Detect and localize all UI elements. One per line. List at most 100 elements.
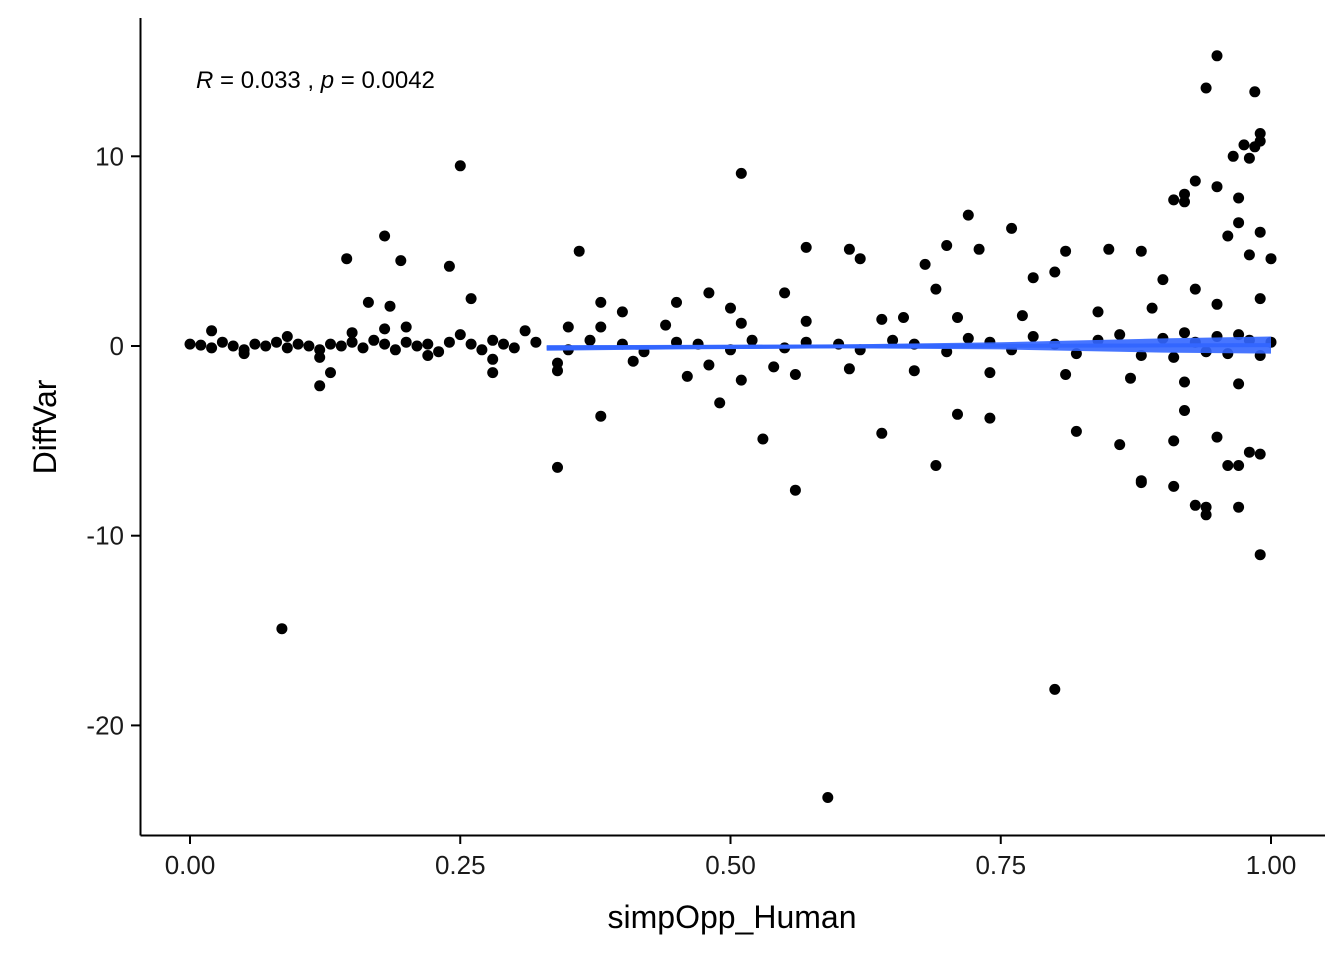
data-point: [1070, 425, 1082, 437]
data-point: [1179, 376, 1190, 388]
data-point: [1179, 327, 1190, 339]
data-point: [789, 369, 801, 380]
data-point: [476, 344, 488, 356]
data-point: [962, 209, 974, 221]
data-point: [1135, 350, 1147, 361]
data-point: [1254, 448, 1266, 460]
data-point: [1254, 135, 1266, 147]
data-point: [616, 306, 628, 318]
data-point: [1027, 272, 1039, 284]
data-point: [746, 334, 758, 346]
y-tick-label: -20: [86, 710, 124, 740]
data-point: [952, 312, 963, 323]
correlation-annotation: R = 0.033 , p = 0.0042: [196, 67, 435, 94]
data-point: [876, 427, 888, 439]
data-point: [768, 361, 780, 373]
data-point: [379, 338, 391, 350]
data-point: [1265, 253, 1277, 265]
y-axis-ticks: -20 -10 0 10: [86, 141, 140, 740]
data-point: [822, 792, 834, 803]
data-point: [681, 370, 693, 382]
data-point: [379, 323, 391, 335]
data-point: [1157, 274, 1169, 286]
data-point: [584, 334, 596, 346]
data-point: [1233, 378, 1245, 390]
data-point: [1049, 683, 1061, 695]
data-point: [660, 319, 672, 331]
regression-line: [546, 343, 1272, 350]
data-point: [1049, 266, 1061, 278]
x-tick-label: 0.25: [435, 850, 486, 880]
data-point: [703, 287, 715, 299]
data-point: [1233, 217, 1245, 229]
data-point: [465, 338, 477, 350]
data-point: [1222, 230, 1234, 242]
data-point: [1146, 302, 1158, 314]
data-point: [898, 312, 909, 323]
data-point: [422, 350, 434, 361]
data-point: [362, 296, 374, 308]
data-point: [341, 253, 353, 265]
data-point: [962, 332, 974, 344]
data-point: [735, 374, 747, 386]
data-point: [487, 353, 499, 365]
data-point: [1125, 372, 1136, 384]
data-point: [714, 397, 726, 409]
data-point: [1016, 310, 1028, 322]
data-point: [1211, 298, 1223, 310]
r-value: = 0.033 ,: [220, 67, 314, 94]
data-point: [952, 408, 963, 420]
data-point: [843, 363, 855, 375]
data-point: [779, 287, 791, 299]
data-point: [1238, 139, 1250, 151]
data-point: [854, 253, 866, 265]
data-point: [184, 338, 196, 350]
x-tick-label: 0.75: [975, 850, 1026, 880]
data-point: [735, 167, 747, 179]
data-point: [941, 240, 953, 251]
data-point: [1006, 222, 1018, 234]
data-point: [271, 336, 282, 348]
data-point: [443, 260, 455, 272]
data-point: [325, 367, 336, 379]
data-point: [789, 484, 801, 496]
data-point: [454, 160, 466, 172]
p-value: = 0.0042: [341, 67, 435, 94]
data-point: [1027, 331, 1039, 342]
data-point: [1135, 245, 1147, 257]
data-point: [389, 344, 401, 356]
data-point: [1060, 369, 1072, 380]
data-point: [422, 338, 434, 350]
data-point: [1243, 152, 1255, 164]
data-point: [1233, 501, 1245, 513]
data-point: [562, 321, 574, 333]
x-axis-ticks: 0.00 0.25 0.50 0.75 1.00: [165, 835, 1296, 880]
data-point: [260, 340, 272, 352]
data-point: [281, 342, 293, 354]
data-point: [1060, 245, 1072, 257]
data-point: [433, 346, 445, 358]
data-point: [919, 258, 931, 270]
data-point: [238, 348, 250, 360]
data-point: [357, 342, 369, 354]
data-point: [384, 300, 396, 312]
data-point: [314, 351, 326, 363]
r-symbol: R: [196, 67, 213, 94]
data-point: [1179, 188, 1190, 200]
data-point: [1200, 509, 1212, 521]
data-point: [443, 336, 455, 348]
data-point: [1233, 460, 1245, 471]
data-point: [276, 623, 288, 635]
data-point: [1233, 192, 1245, 204]
data-point: [552, 365, 563, 377]
data-point: [552, 461, 563, 473]
data-point: [1211, 431, 1223, 443]
data-point: [206, 342, 218, 354]
data-point: [368, 334, 380, 346]
data-point: [1092, 306, 1104, 318]
data-point: [400, 321, 412, 333]
data-point: [487, 334, 499, 346]
fit-line-layer: [546, 336, 1272, 354]
y-tick-label: 0: [110, 331, 124, 361]
y-tick-label: 10: [95, 141, 124, 171]
